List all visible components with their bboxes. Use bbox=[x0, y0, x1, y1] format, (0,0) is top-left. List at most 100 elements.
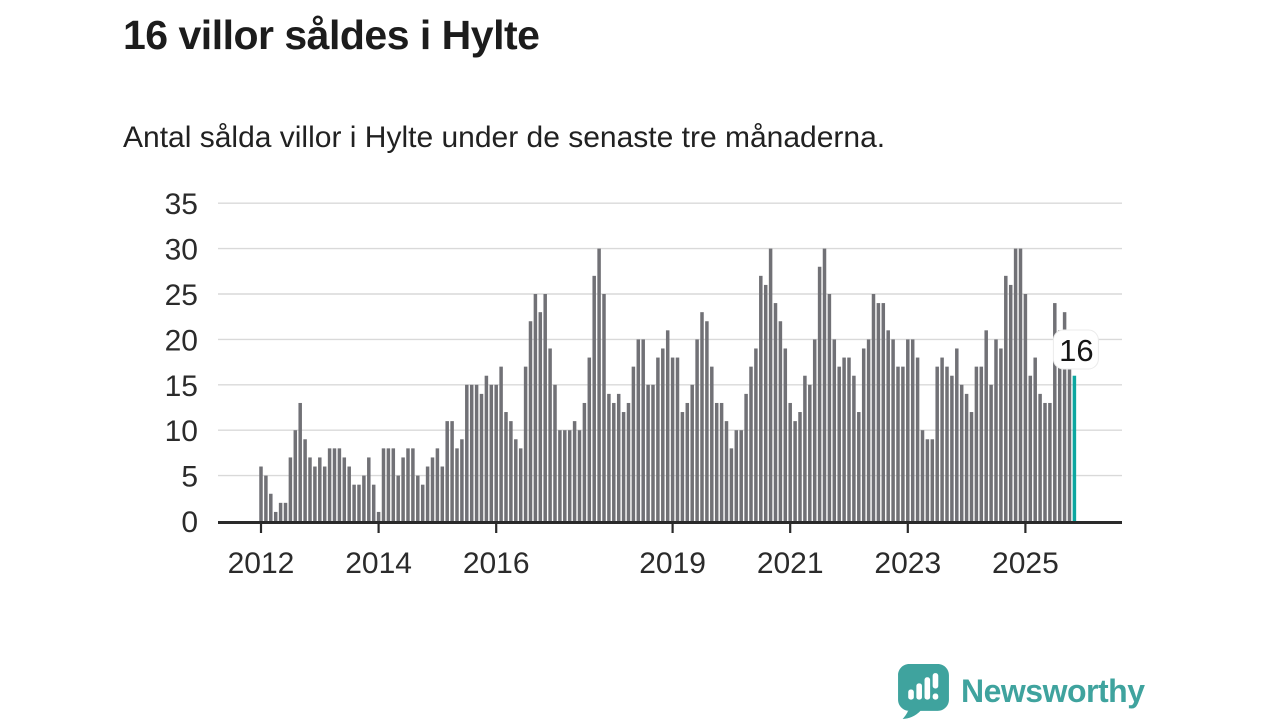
bar bbox=[342, 457, 347, 521]
bar bbox=[1043, 402, 1047, 521]
bar bbox=[847, 357, 851, 521]
bar bbox=[582, 402, 587, 521]
bar bbox=[778, 321, 783, 521]
bar bbox=[518, 448, 523, 521]
bar bbox=[332, 448, 337, 521]
x-axis-label: 2012 bbox=[228, 547, 295, 580]
y-axis-label: 0 bbox=[181, 506, 198, 539]
x-axis-label: 2021 bbox=[757, 547, 824, 580]
bar bbox=[832, 339, 837, 521]
bar bbox=[572, 421, 577, 521]
bar bbox=[891, 339, 895, 521]
bar bbox=[812, 339, 817, 521]
bar bbox=[494, 384, 498, 521]
bar bbox=[754, 348, 758, 521]
bar bbox=[425, 466, 430, 521]
bar bbox=[396, 475, 400, 521]
bar bbox=[367, 457, 371, 521]
bar bbox=[910, 339, 915, 521]
y-axis-label: 35 bbox=[165, 188, 198, 221]
bar bbox=[626, 402, 631, 521]
bar bbox=[406, 448, 410, 521]
chart-subtitle: Antal sålda villor i Hylte under de sena… bbox=[123, 121, 886, 154]
bar bbox=[489, 384, 494, 521]
x-axis-label: 2025 bbox=[992, 547, 1059, 580]
annotation-bubble bbox=[1052, 329, 1099, 370]
bar bbox=[920, 430, 925, 521]
bar bbox=[773, 303, 778, 521]
bar bbox=[352, 484, 356, 521]
bar bbox=[602, 294, 606, 521]
bar bbox=[616, 393, 621, 521]
bar bbox=[1067, 366, 1072, 521]
bar bbox=[661, 348, 665, 521]
bar bbox=[989, 384, 993, 521]
bar bbox=[347, 466, 351, 521]
bar bbox=[386, 448, 391, 521]
bar bbox=[930, 439, 935, 521]
bar bbox=[612, 402, 616, 521]
bar bbox=[945, 366, 949, 521]
bar bbox=[886, 330, 890, 521]
bar bbox=[808, 384, 812, 521]
bar bbox=[327, 448, 332, 521]
bar bbox=[646, 384, 650, 521]
bar bbox=[680, 412, 685, 521]
bar bbox=[1048, 402, 1052, 521]
bar bbox=[955, 348, 959, 521]
bar bbox=[499, 366, 503, 521]
bar bbox=[827, 294, 832, 521]
bar bbox=[362, 475, 366, 521]
bar bbox=[705, 321, 709, 521]
bar bbox=[465, 384, 469, 521]
bar bbox=[514, 439, 518, 521]
bar bbox=[866, 339, 871, 521]
y-axis-label: 25 bbox=[165, 279, 198, 312]
bar bbox=[303, 439, 307, 521]
bar bbox=[719, 402, 724, 521]
x-axis-label: 2023 bbox=[874, 547, 941, 580]
chart-title: 16 villor såldes i Hylte bbox=[123, 12, 540, 58]
bar bbox=[607, 393, 611, 521]
bar bbox=[729, 448, 734, 521]
bar bbox=[700, 312, 704, 521]
bar bbox=[563, 430, 567, 521]
bar bbox=[979, 366, 984, 521]
bar bbox=[969, 412, 974, 521]
bar bbox=[269, 493, 273, 521]
bar bbox=[690, 384, 694, 521]
bar bbox=[577, 430, 582, 521]
bar bbox=[259, 466, 263, 521]
bar bbox=[915, 357, 920, 521]
bar bbox=[925, 439, 930, 521]
bar bbox=[999, 348, 1003, 521]
bar bbox=[837, 366, 841, 521]
bar bbox=[793, 421, 797, 521]
bar bbox=[264, 475, 268, 521]
newsworthy-logo: Newsworthy bbox=[897, 663, 1145, 720]
bar bbox=[273, 511, 278, 521]
bar bbox=[964, 393, 969, 521]
bar bbox=[798, 412, 802, 521]
bar bbox=[651, 384, 655, 521]
bar bbox=[376, 511, 381, 521]
bar bbox=[288, 457, 293, 521]
bar bbox=[416, 475, 420, 521]
bar bbox=[852, 375, 856, 521]
bar bbox=[440, 466, 445, 521]
bar bbox=[420, 484, 425, 521]
x-axis-label: 2019 bbox=[639, 547, 706, 580]
bar bbox=[469, 384, 474, 521]
bar bbox=[391, 448, 396, 521]
bar bbox=[538, 312, 543, 521]
bar bbox=[450, 421, 454, 521]
bar bbox=[901, 366, 905, 521]
bar bbox=[1057, 330, 1062, 521]
bar bbox=[548, 348, 552, 521]
bar bbox=[357, 484, 361, 521]
bar bbox=[401, 457, 405, 521]
bar bbox=[749, 366, 753, 521]
bar bbox=[759, 275, 763, 521]
bar bbox=[318, 457, 322, 521]
